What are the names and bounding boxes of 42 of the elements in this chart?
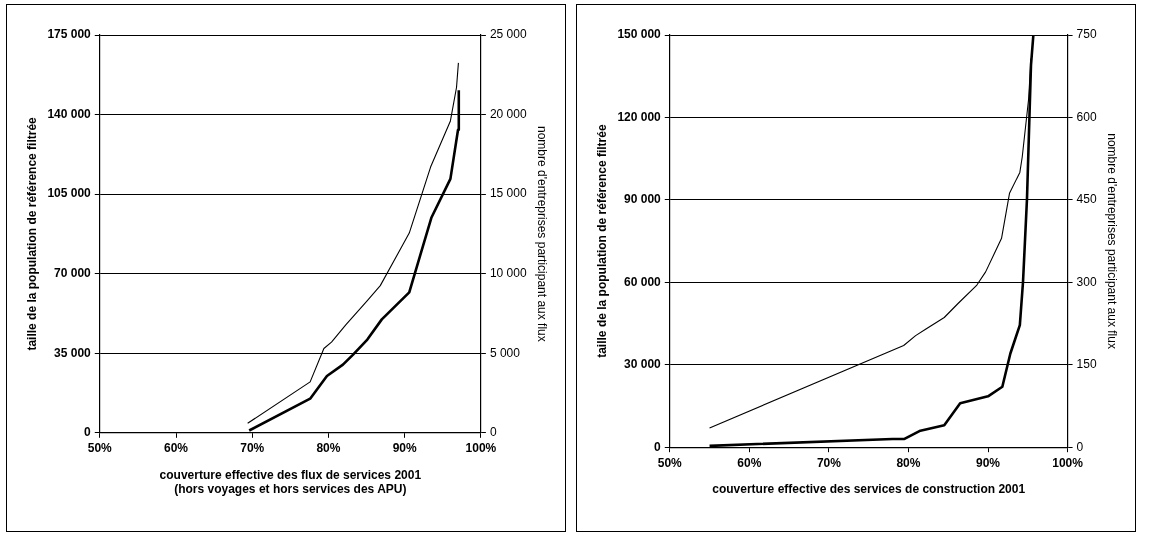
x-tick-label: 60% xyxy=(163,441,189,456)
y-tick-label: 120 000 xyxy=(617,109,662,124)
x-tick-label: 50% xyxy=(87,441,113,456)
x-tick-label: 80% xyxy=(896,455,921,470)
y-tick-label: 70 000 xyxy=(54,265,92,280)
y2-axis-title: nombre d'entreprises participant aux flux xyxy=(1105,133,1120,349)
y2-tick-label: 0 xyxy=(1076,439,1084,454)
y2-tick-label: 15 000 xyxy=(489,186,527,201)
x-tick-label: 60% xyxy=(737,455,762,470)
y-tick-label: 150 000 xyxy=(617,27,662,42)
x-tick-label: 70% xyxy=(240,441,265,456)
y2-tick-label: 750 xyxy=(1076,27,1097,42)
y-tick-label: 0 xyxy=(654,439,662,454)
y2-tick-label: 0 xyxy=(489,425,497,440)
x-axis-title: couverture effective des flux de services 2001 (hors voyages et hors services des APU) xyxy=(159,467,422,497)
y-tick-label: 140 000 xyxy=(47,106,92,121)
x-tick-label: 100% xyxy=(1052,455,1084,470)
y-tick-label: 35 000 xyxy=(54,345,92,360)
y2-axis-title: nombre d'entreprises participant aux flux xyxy=(535,126,550,342)
y2-tick-label: 450 xyxy=(1076,192,1097,207)
y2-tick-label: 25 000 xyxy=(489,27,527,42)
y-tick-label: 60 000 xyxy=(624,274,662,289)
x-tick-label: 90% xyxy=(976,455,1001,470)
y2-tick-label: 150 xyxy=(1076,357,1097,372)
y-tick-label: 90 000 xyxy=(624,192,662,207)
y2-tick-label: 5 000 xyxy=(489,345,521,360)
y2-tick-label: 10 000 xyxy=(489,265,527,280)
x-tick-label: 50% xyxy=(657,455,683,470)
y2-tick-label: 300 xyxy=(1076,274,1097,289)
y-tick-label: 30 000 xyxy=(624,357,662,372)
y-axis-title: taille de la population de référence filtrée xyxy=(24,116,39,351)
y-axis-title: taille de la population de référence filtrée xyxy=(594,124,609,358)
y2-tick-label: 20 000 xyxy=(489,106,527,121)
y-tick-label: 105 000 xyxy=(47,186,92,201)
y2-tick-label: 600 xyxy=(1076,109,1097,124)
x-tick-label: 90% xyxy=(392,441,417,456)
x-tick-label: 70% xyxy=(816,455,842,470)
x-axis-title: couverture effective des services de construction 2001 xyxy=(712,482,1026,497)
y-tick-label: 175 000 xyxy=(47,27,92,42)
x-tick-label: 80% xyxy=(316,441,341,456)
x-tick-label: 100% xyxy=(465,441,497,456)
y-tick-label: 0 xyxy=(84,425,92,440)
